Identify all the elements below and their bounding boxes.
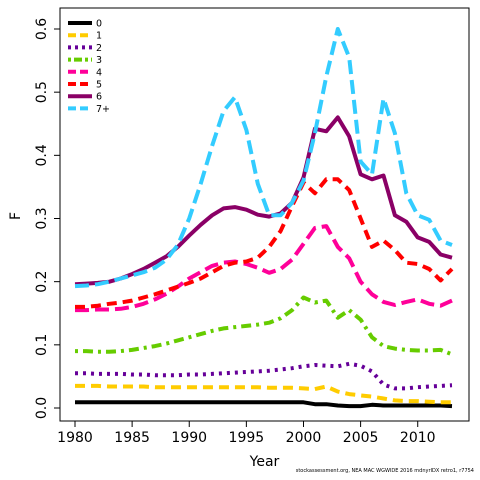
legend-label: 0	[96, 19, 102, 30]
series-line-4	[75, 224, 453, 313]
x-axis-label: Year	[249, 454, 280, 470]
x-tick-label: 2005	[343, 430, 379, 446]
y-axis-label: F	[8, 212, 24, 220]
y-tick-label: 0.1	[34, 334, 50, 356]
y-tick-label: 0.3	[34, 207, 50, 229]
y-tick-label: 0.6	[34, 18, 50, 40]
series-line-7plus	[74, 27, 453, 289]
series-line-5	[75, 177, 454, 309]
legend-label: 4	[96, 67, 102, 78]
footer-credit: stockassessment.org, NEA MAC WGWIDE 2016…	[295, 468, 474, 474]
x-tick-label: 1980	[57, 430, 93, 446]
x-tick-label: 2010	[400, 430, 436, 446]
plot-frame	[59, 7, 470, 422]
plot-area	[74, 27, 454, 409]
x-tick-label: 2000	[286, 430, 322, 446]
y-tick-label: 0.4	[34, 144, 50, 166]
x-tick-label: 1990	[171, 430, 207, 446]
legend-label: 3	[96, 55, 102, 66]
legend-label: 5	[96, 80, 102, 91]
legend-label: 2	[96, 43, 102, 54]
y-tick-label: 0.2	[34, 271, 50, 293]
series-line-0	[75, 400, 453, 409]
series-line-3	[75, 295, 453, 357]
axes: 1980 1985 1990 1995 2000 2005 2010 0.0 0.1 0.2 0.3…	[34, 7, 470, 446]
legend-label: 1	[96, 31, 102, 42]
x-tick-label: 1995	[229, 430, 265, 446]
y-tick-label: 0.5	[34, 81, 50, 103]
legend-label: 7+	[96, 104, 110, 115]
series-line-2	[75, 361, 453, 391]
series-line-6	[74, 115, 453, 287]
legend-label: 6	[96, 92, 102, 103]
x-tick-label: 1985	[114, 430, 150, 446]
y-tick-label: 0.0	[34, 397, 50, 419]
